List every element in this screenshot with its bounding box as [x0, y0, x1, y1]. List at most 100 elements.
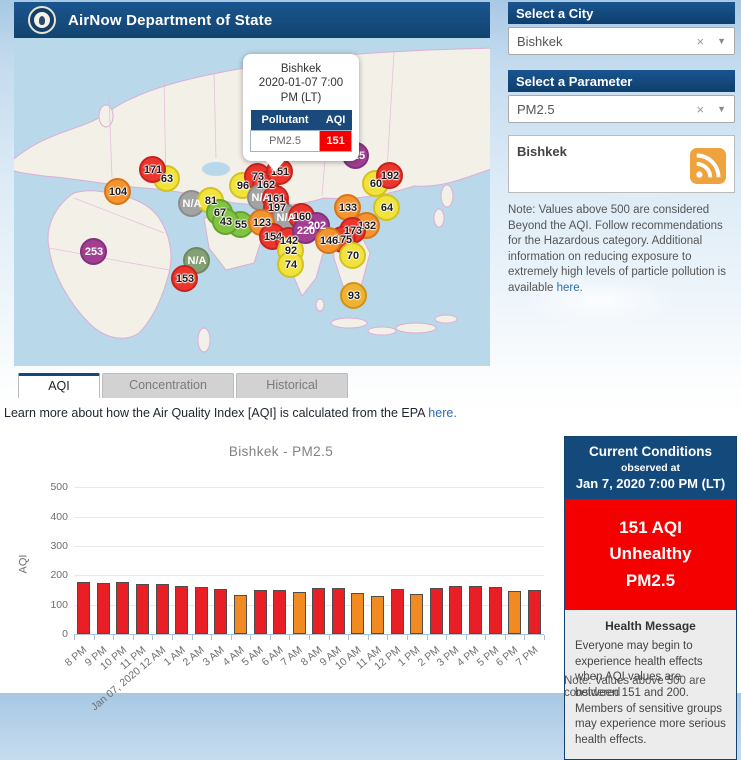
x-tick — [309, 635, 310, 640]
x-tick — [426, 635, 428, 640]
parameter-combobox-value: PM2.5 — [517, 101, 555, 117]
aqi-marker-value: 63 — [160, 173, 174, 185]
aqi-bar[interactable] — [410, 594, 424, 634]
y-tick-label: 300 — [50, 540, 68, 552]
city-combobox[interactable]: Bishkek × ▼ — [508, 27, 735, 55]
aqi-bar[interactable] — [77, 582, 91, 634]
learn-more-line: Learn more about how the Air Quality Ind… — [4, 406, 457, 420]
map-popup: Bishkek 2020-01-07 7:00 PM (LT) Pollutan… — [243, 54, 359, 173]
aqi-marker-value: 67 — [213, 207, 227, 219]
department-of-state-seal-icon — [28, 6, 56, 34]
aqi-marker-value: 92 — [284, 245, 298, 257]
aqi-marker[interactable] — [104, 178, 131, 205]
city-clear-icon[interactable]: × — [696, 33, 705, 49]
sidebar-note-link[interactable]: here — [556, 281, 580, 294]
x-tick — [544, 635, 545, 640]
sidebar-note-text: Note: Values above 500 are considered Be… — [508, 204, 726, 294]
y-tick-label: 0 — [62, 628, 68, 640]
aqi-marker[interactable] — [376, 162, 403, 189]
y-tick-label: 100 — [50, 598, 68, 611]
aqi-marker-value: 60 — [369, 178, 383, 190]
aqi-bar[interactable] — [175, 586, 189, 634]
x-tick — [387, 635, 389, 640]
aqi-world-map[interactable]: 63171104253N/A8196675543N/A15373162151N/… — [14, 38, 490, 366]
x-tick — [524, 635, 526, 640]
x-tick — [230, 635, 232, 640]
y-tick-label: 500 — [50, 481, 68, 494]
aqi-marker-value: N/A — [187, 255, 207, 267]
aqi-bar[interactable] — [136, 584, 150, 634]
sidebar-note: Note: Values above 500 are considered Be… — [508, 203, 735, 296]
aqi-marker-value: N/A — [251, 192, 271, 204]
x-tick — [446, 635, 448, 640]
learn-more-text: Learn more about how the Air Quality Ind… — [4, 406, 429, 420]
tab-aqi[interactable]: AQI — [18, 373, 100, 398]
tab-concentration[interactable]: Concentration — [102, 373, 234, 398]
aqi-marker-value: 161 — [266, 193, 286, 205]
aqi-marker-value: N/A — [182, 198, 202, 210]
x-tick-label: 7 PM — [513, 644, 540, 669]
aqi-bar-chart: Bishkek - PM2.5 AQI 0 100 200 300 400 500 8 PM… — [0, 430, 562, 713]
aqi-marker-value: 70 — [346, 250, 360, 262]
aqi-bar[interactable] — [371, 596, 385, 634]
aqi-bar[interactable] — [429, 588, 443, 634]
parameter-chevron-down-icon[interactable]: ▼ — [717, 104, 726, 114]
aqi-marker-value: 162 — [256, 179, 276, 191]
aqi-marker-value: 175 — [333, 234, 353, 246]
aqi-marker[interactable] — [340, 282, 367, 309]
aqi-bar[interactable] — [233, 595, 247, 634]
city-chevron-down-icon[interactable]: ▼ — [717, 36, 726, 46]
aqi-marker[interactable] — [373, 194, 400, 221]
popup-col-pollutant: Pollutant — [250, 110, 320, 131]
aqi-marker-value: 96 — [236, 180, 250, 192]
gridline — [74, 487, 544, 489]
aqi-marker-value: 146 — [319, 235, 339, 247]
aqi-bar[interactable] — [116, 582, 130, 634]
rss-icon[interactable] — [690, 148, 726, 184]
aqi-bar[interactable] — [273, 590, 287, 634]
aqi-bar[interactable] — [312, 588, 326, 634]
x-tick — [269, 635, 271, 640]
aqi-marker[interactable] — [277, 251, 304, 278]
x-tick — [250, 635, 252, 640]
popup-table: Pollutant AQI PM2.5 151 — [249, 110, 352, 153]
x-tick — [113, 635, 115, 640]
aqi-marker[interactable] — [139, 156, 166, 183]
aqi-bar[interactable] — [527, 590, 541, 634]
aqi-marker[interactable] — [339, 242, 366, 269]
aqi-bar[interactable] — [390, 589, 404, 634]
app-title: AirNow Department of State — [68, 11, 273, 29]
aqi-bar[interactable] — [351, 593, 365, 634]
aqi-bar[interactable] — [468, 586, 482, 634]
aqi-bar[interactable] — [214, 589, 228, 634]
parameter-combobox[interactable]: PM2.5 × ▼ — [508, 95, 735, 123]
tab-historical[interactable]: Historical — [236, 373, 348, 398]
aqi-bar[interactable] — [488, 587, 502, 634]
aqi-marker[interactable] — [80, 238, 107, 265]
aqi-marker-value: N/A — [276, 212, 296, 224]
x-tick — [406, 635, 408, 640]
aqi-bar[interactable] — [508, 591, 522, 634]
aqi-bar[interactable] — [253, 590, 267, 634]
aqi-marker-value: 153 — [175, 273, 195, 285]
aqi-bar[interactable] — [155, 584, 169, 634]
aqi-bar[interactable] — [96, 583, 110, 634]
aqi-marker-value: 171 — [143, 164, 163, 176]
chart-title: Bishkek - PM2.5 — [228, 444, 334, 459]
gridline — [74, 516, 544, 518]
x-tick — [171, 635, 173, 640]
learn-more-link[interactable]: here. — [428, 406, 457, 420]
sidebar: Select a City Bishkek × ▼ Select a Param… — [508, 0, 735, 296]
aqi-marker[interactable] — [171, 265, 198, 292]
aqi-bar[interactable] — [194, 587, 208, 634]
aqi-bar[interactable] — [331, 588, 345, 634]
aqi-marker[interactable] — [212, 208, 239, 235]
aqi-marker-value: 74 — [284, 259, 298, 271]
aqi-bar[interactable] — [292, 592, 306, 634]
x-tick — [191, 635, 193, 640]
x-tick — [74, 635, 75, 640]
gridline — [74, 575, 544, 577]
aqi-bar[interactable] — [449, 586, 463, 634]
parameter-clear-icon[interactable]: × — [696, 101, 705, 117]
aqi-marker[interactable] — [315, 227, 342, 254]
